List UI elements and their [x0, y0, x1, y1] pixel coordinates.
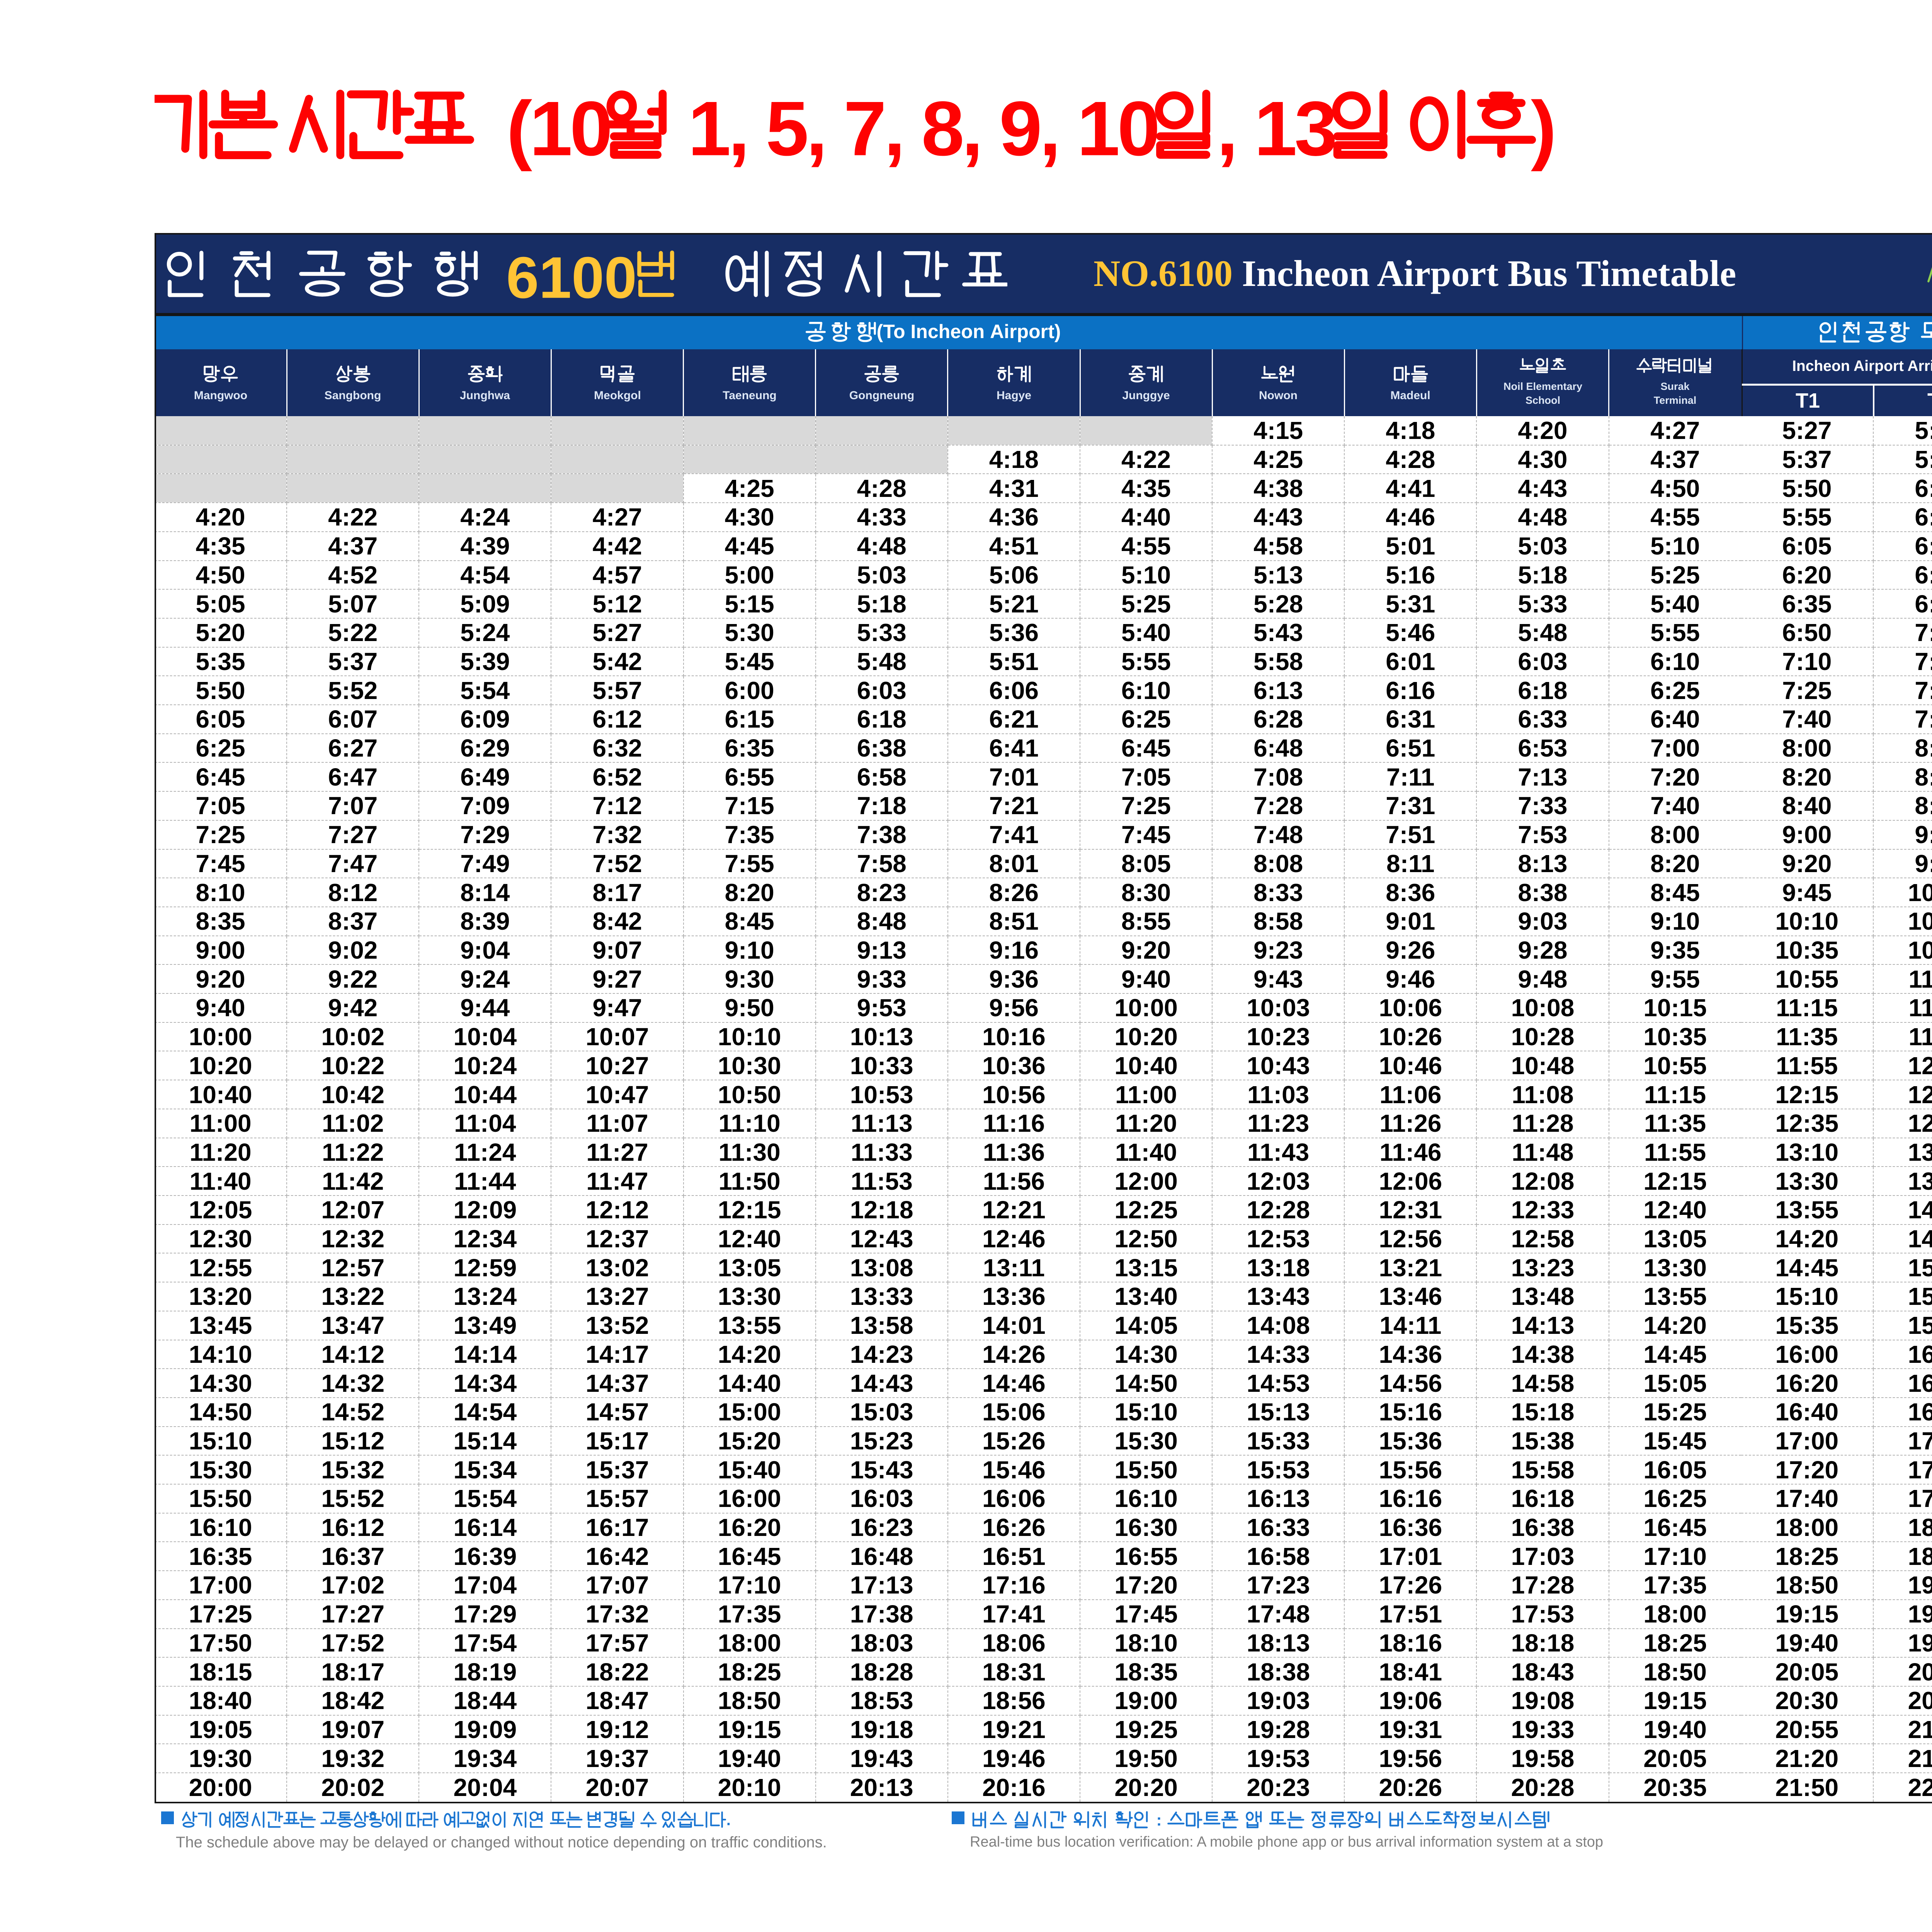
svg-text:(10: (10 [469, 86, 610, 172]
svg-text:1, 5, 7, 8, 9, 10: 1, 5, 7, 8, 9, 10 [669, 86, 1158, 172]
svg-text:(To Incheon Airport): (To Incheon Airport) [876, 321, 1060, 342]
svg-text:, 13: , 13 [1217, 86, 1335, 172]
svg-text:6100: 6100 [506, 245, 637, 311]
svg-text:): ) [1531, 86, 1554, 172]
svg-text::: : [1152, 1811, 1166, 1829]
svg-text:.: . [726, 1811, 731, 1828]
